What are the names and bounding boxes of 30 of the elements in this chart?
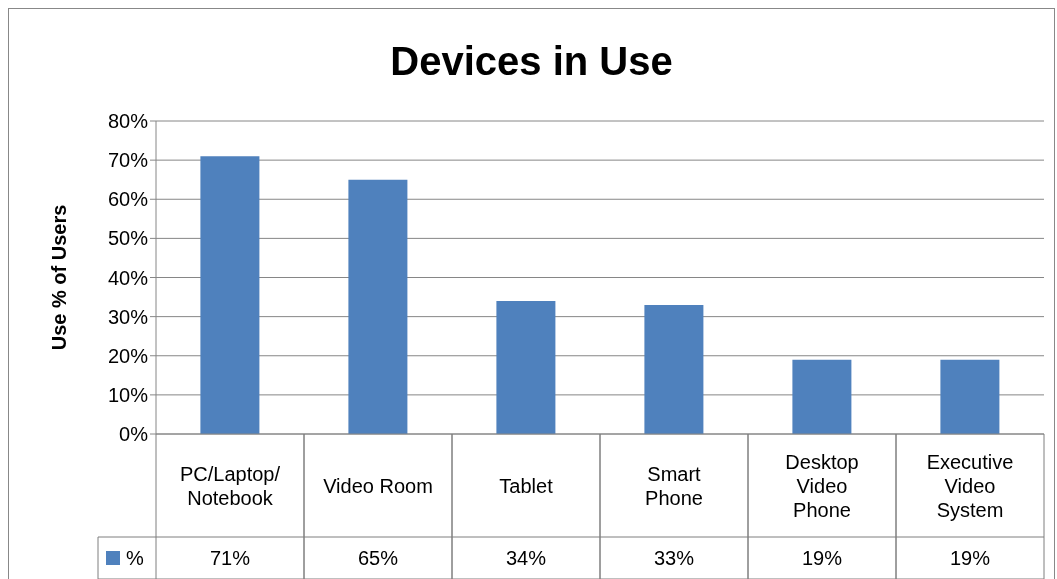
data-label: 34%	[505, 547, 547, 569]
y-tick-label: 80%	[107, 110, 149, 133]
x-tick-label: Executive Video System	[926, 450, 1014, 521]
data-label: 71%	[209, 547, 251, 569]
x-tick-label: Desktop Video Phone	[785, 450, 859, 521]
legend-label: %	[126, 547, 144, 569]
data-label: 19%	[949, 547, 991, 569]
bar	[644, 304, 704, 434]
y-tick-label: 70%	[107, 149, 149, 172]
x-tick-label: Smart Phone	[645, 462, 703, 509]
data-label: 19%	[801, 547, 843, 569]
y-tick-label: 0%	[119, 423, 149, 446]
bar	[940, 359, 1000, 434]
x-tick-label: Tablet	[499, 474, 554, 497]
bar	[792, 359, 852, 434]
bar	[496, 300, 556, 434]
x-tick-label: PC/Laptop/Notebook	[179, 462, 281, 509]
y-axis-title: Use % of Users	[48, 204, 71, 351]
y-tick-label: 10%	[107, 383, 149, 406]
y-tick-label: 50%	[107, 227, 149, 250]
data-label: 65%	[357, 547, 399, 569]
bar	[348, 179, 408, 434]
chart-title: Devices in Use	[389, 39, 674, 84]
data-label: 33%	[653, 547, 695, 569]
bar	[200, 156, 260, 434]
y-tick-label: 60%	[107, 188, 149, 211]
x-tick-label: Video Room	[323, 474, 433, 497]
y-tick-label: 40%	[107, 266, 149, 289]
y-tick-label: 20%	[107, 344, 149, 367]
y-tick-label: 30%	[107, 305, 149, 328]
